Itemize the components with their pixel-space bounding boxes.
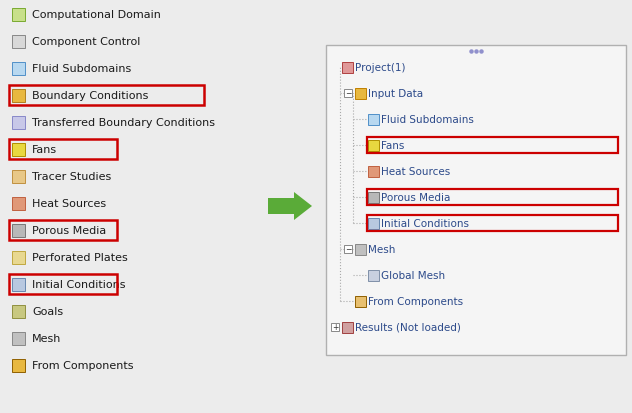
Text: Boundary Conditions: Boundary Conditions — [32, 91, 149, 101]
Text: Project(1): Project(1) — [355, 63, 406, 73]
Text: Transferred Boundary Conditions: Transferred Boundary Conditions — [32, 118, 215, 128]
Text: Mesh: Mesh — [32, 333, 61, 343]
Bar — [344, 90, 352, 98]
Text: Perforated Plates: Perforated Plates — [32, 252, 128, 262]
Text: Mesh: Mesh — [368, 244, 396, 254]
Bar — [11, 36, 25, 48]
Bar — [11, 62, 25, 75]
Bar — [11, 170, 25, 183]
Text: Fluid Subdomains: Fluid Subdomains — [32, 64, 131, 74]
Bar — [11, 358, 25, 372]
Bar — [11, 9, 25, 21]
Polygon shape — [294, 192, 312, 221]
Bar — [9, 274, 117, 294]
Text: Heat Sources: Heat Sources — [32, 199, 106, 209]
Text: Heat Sources: Heat Sources — [381, 166, 450, 177]
Text: Input Data: Input Data — [368, 89, 423, 99]
Text: Initial Conditions: Initial Conditions — [381, 218, 469, 228]
Bar — [9, 86, 204, 106]
Bar — [11, 332, 25, 345]
Text: Global Mesh: Global Mesh — [381, 271, 445, 280]
Text: Results (Not loaded): Results (Not loaded) — [355, 322, 461, 332]
Text: Initial Conditions: Initial Conditions — [32, 279, 126, 289]
Text: Goals: Goals — [32, 306, 63, 316]
Bar — [268, 199, 294, 214]
Bar — [326, 46, 626, 355]
Text: Tracer Studies: Tracer Studies — [32, 171, 111, 182]
Bar — [9, 221, 117, 240]
Text: Fluid Subdomains: Fluid Subdomains — [381, 115, 474, 125]
Text: Component Control: Component Control — [32, 37, 140, 47]
Bar — [355, 88, 365, 99]
Bar — [11, 89, 25, 102]
Text: Porous Media: Porous Media — [381, 192, 451, 202]
Bar — [341, 322, 353, 333]
Bar — [355, 296, 365, 307]
Text: From Components: From Components — [368, 296, 463, 306]
Text: Porous Media: Porous Media — [32, 225, 106, 235]
Bar — [367, 166, 379, 177]
Bar — [355, 244, 365, 255]
Bar — [341, 62, 353, 74]
Bar — [11, 197, 25, 210]
Bar — [367, 216, 618, 231]
Bar — [11, 305, 25, 318]
Bar — [11, 143, 25, 156]
Bar — [11, 224, 25, 237]
Bar — [367, 140, 379, 151]
Text: From Components: From Components — [32, 360, 133, 370]
Bar — [11, 116, 25, 129]
Bar — [367, 190, 618, 206]
Text: −: − — [345, 245, 351, 254]
Bar — [344, 245, 352, 254]
Bar — [367, 270, 379, 281]
Bar — [11, 251, 25, 264]
Bar — [11, 278, 25, 291]
Bar — [367, 138, 618, 154]
Bar — [367, 114, 379, 125]
Text: Fans: Fans — [32, 145, 57, 154]
Text: Computational Domain: Computational Domain — [32, 10, 161, 20]
Text: −: − — [345, 89, 351, 98]
Text: Fans: Fans — [381, 141, 404, 151]
Bar — [367, 192, 379, 203]
Bar — [367, 218, 379, 229]
Bar — [9, 140, 117, 159]
Text: +: + — [332, 323, 338, 332]
Bar — [331, 323, 339, 331]
